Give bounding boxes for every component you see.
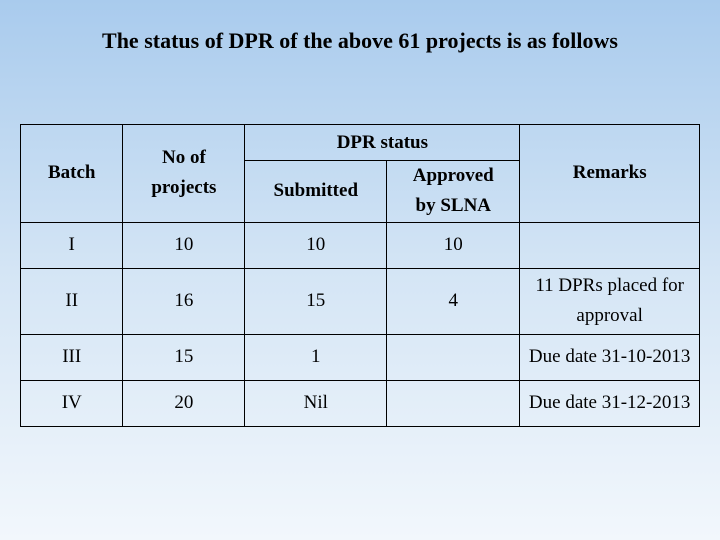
table-container: Batch No of projects DPR status Remarks …	[0, 124, 720, 427]
cell-approved	[387, 334, 520, 380]
col-header-projects-l1: No of	[129, 143, 238, 173]
col-header-projects: No of projects	[123, 125, 245, 223]
cell-projects: 15	[123, 334, 245, 380]
cell-approved: 10	[387, 222, 520, 268]
col-header-dpr-status: DPR status	[245, 125, 520, 161]
cell-projects: 20	[123, 380, 245, 426]
page-title: The status of DPR of the above 61 projec…	[0, 28, 720, 54]
cell-batch: I	[21, 222, 123, 268]
dpr-status-table: Batch No of projects DPR status Remarks …	[20, 124, 700, 427]
cell-remarks: 11 DPRs placed for approval	[520, 268, 700, 334]
col-header-projects-l2: projects	[129, 173, 238, 203]
table-row: I 10 10 10	[21, 222, 700, 268]
col-header-approved-l1: Approved	[393, 161, 513, 191]
cell-remarks: Due date 31-10-2013	[520, 334, 700, 380]
cell-submitted: Nil	[245, 380, 387, 426]
cell-batch: IV	[21, 380, 123, 426]
col-header-batch: Batch	[21, 125, 123, 223]
cell-projects: 16	[123, 268, 245, 334]
col-header-remarks: Remarks	[520, 125, 700, 223]
cell-batch: III	[21, 334, 123, 380]
cell-remarks: Due date 31-12-2013	[520, 380, 700, 426]
cell-remarks-l2: approval	[526, 301, 693, 331]
cell-batch: II	[21, 268, 123, 334]
cell-approved	[387, 380, 520, 426]
cell-projects: 10	[123, 222, 245, 268]
table-row: IV 20 Nil Due date 31-12-2013	[21, 380, 700, 426]
cell-remarks-l1: 11 DPRs placed for	[526, 271, 693, 301]
col-header-approved-l2: by SLNA	[393, 191, 513, 221]
cell-submitted: 15	[245, 268, 387, 334]
cell-submitted: 1	[245, 334, 387, 380]
cell-submitted: 10	[245, 222, 387, 268]
cell-remarks	[520, 222, 700, 268]
table-body: I 10 10 10 II 16 15 4 11 DPRs placed for…	[21, 222, 700, 426]
col-header-submitted: Submitted	[245, 161, 387, 223]
table-row: II 16 15 4 11 DPRs placed for approval	[21, 268, 700, 334]
cell-approved: 4	[387, 268, 520, 334]
table-row: III 15 1 Due date 31-10-2013	[21, 334, 700, 380]
col-header-approved: Approved by SLNA	[387, 161, 520, 223]
header-row-1: Batch No of projects DPR status Remarks	[21, 125, 700, 161]
table-head: Batch No of projects DPR status Remarks …	[21, 125, 700, 223]
